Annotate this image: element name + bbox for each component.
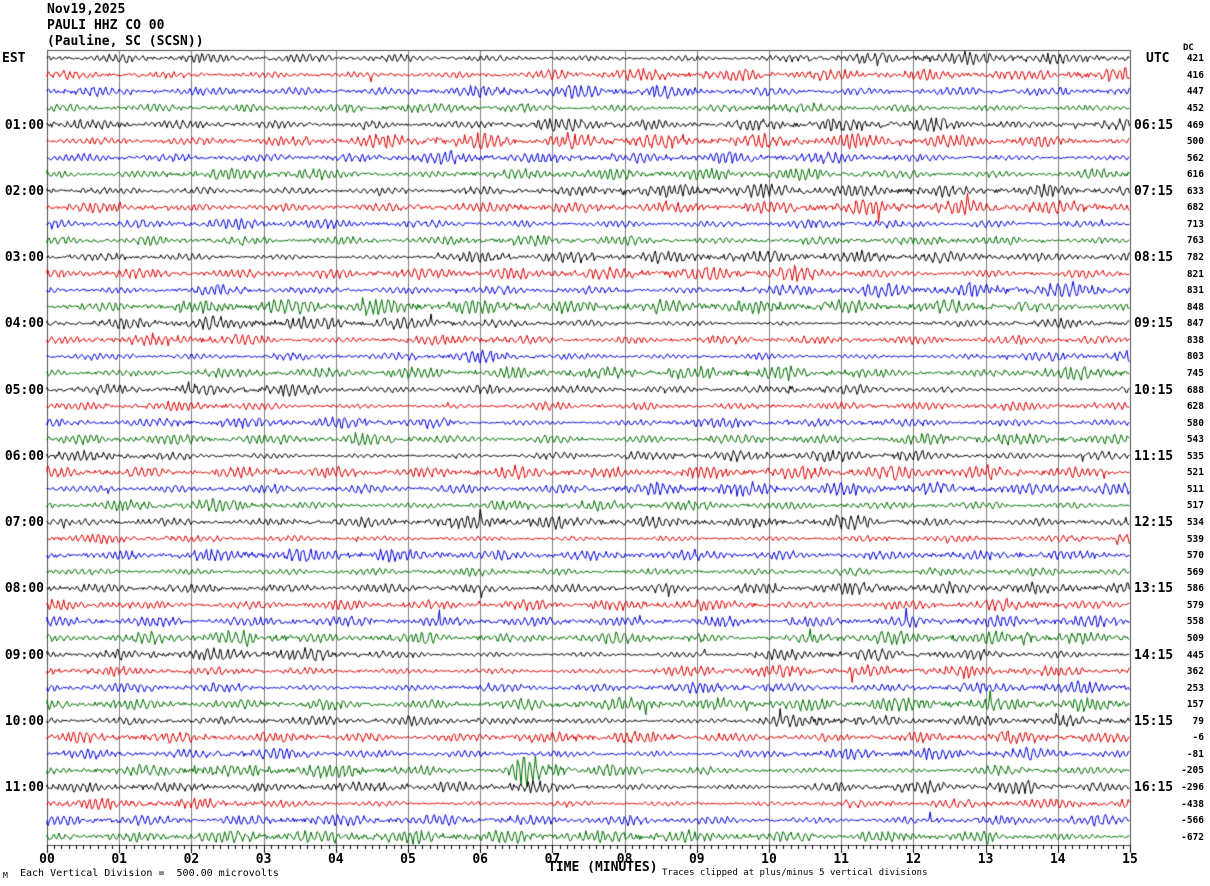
minute-tick-label: 13	[977, 852, 994, 867]
left-time-label: 03:00	[4, 250, 44, 266]
left-time-label: 02:00	[4, 183, 44, 199]
dc-value: 838	[1186, 334, 1204, 346]
dc-value: 831	[1186, 285, 1204, 297]
minute-tick-label: 02	[183, 852, 200, 867]
dc-value: 682	[1186, 202, 1204, 214]
right-time-label: 10:15	[1134, 382, 1174, 398]
minute-tick-label: 10	[761, 852, 777, 867]
right-time-label: 15:15	[1134, 713, 1174, 729]
minute-tick-label: 03	[255, 852, 272, 867]
dc-value: 558	[1186, 616, 1204, 628]
plot-header: Nov19,2025 PAULI HHZ CO 00 (Pauline, SC …	[47, 2, 204, 50]
right-timezone-label: UTC	[1146, 51, 1170, 66]
dc-value: 569	[1186, 566, 1204, 578]
dc-value: 580	[1186, 417, 1204, 429]
left-time-label: 09:00	[4, 647, 44, 663]
dc-value: 469	[1186, 119, 1204, 131]
left-time-label: 05:00	[4, 382, 44, 398]
minute-tick-label: 09	[688, 852, 705, 867]
dc-value: 616	[1186, 169, 1204, 181]
dc-value: 688	[1186, 384, 1204, 396]
minute-tick-label: 11	[833, 852, 850, 867]
dc-value: -81	[1186, 748, 1204, 760]
dc-value: 500	[1186, 136, 1204, 148]
dc-value: 253	[1186, 682, 1204, 694]
dc-offset-label: DC	[1183, 43, 1194, 53]
dc-value: -566	[1181, 815, 1204, 827]
left-time-label: 06:00	[4, 448, 44, 464]
x-axis-title: TIME (MINUTES)	[548, 860, 658, 875]
date-label: Nov19,2025	[47, 2, 126, 17]
dc-value: 628	[1186, 401, 1204, 413]
right-time-label: 08:15	[1134, 250, 1174, 266]
station-code-label: PAULI HHZ CO 00	[47, 18, 165, 33]
dc-value: 633	[1186, 185, 1204, 197]
left-time-label: 11:00	[4, 780, 44, 796]
right-time-label: 14:15	[1134, 647, 1174, 663]
dc-value: 847	[1186, 318, 1204, 330]
right-time-label: 09:15	[1134, 316, 1174, 332]
minute-tick-label: 15	[1122, 852, 1138, 867]
dc-value: 511	[1186, 483, 1204, 495]
dc-value: 517	[1186, 500, 1204, 512]
dc-value: -438	[1181, 798, 1204, 810]
dc-value: 713	[1186, 218, 1204, 230]
dc-value: 157	[1186, 699, 1204, 711]
dc-value: 562	[1186, 152, 1204, 164]
dc-value: 521	[1186, 467, 1204, 479]
left-time-label: 07:00	[4, 515, 44, 531]
right-time-label: 11:15	[1134, 448, 1174, 464]
minute-tick-label: 04	[327, 852, 344, 867]
minute-tick-label: 12	[905, 852, 922, 867]
right-time-label: 13:15	[1134, 581, 1174, 597]
clip-note: Traces clipped at plus/minus 5 vertical …	[662, 868, 928, 878]
dc-value: 763	[1186, 235, 1204, 247]
minute-tick-label: 05	[400, 852, 416, 867]
left-time-label: 10:00	[4, 713, 44, 729]
dc-value: 447	[1186, 86, 1204, 98]
scale-note: Each Vertical Division = 500.00 microvol…	[20, 868, 279, 879]
dc-value: 79	[1192, 715, 1204, 727]
dc-value: 452	[1186, 102, 1204, 114]
dc-value: 535	[1186, 450, 1204, 462]
station-location-label: (Pauline, SC (SCSN))	[47, 34, 204, 49]
left-time-label: 04:00	[4, 316, 44, 332]
minute-tick-label: 01	[111, 852, 128, 867]
dc-value: 803	[1186, 351, 1204, 363]
minute-tick-label: 06	[472, 852, 489, 867]
left-time-label: 08:00	[4, 581, 44, 597]
dc-value: 509	[1186, 632, 1204, 644]
right-time-label: 07:15	[1134, 183, 1174, 199]
minute-tick-label: 07	[544, 852, 561, 867]
dc-value: -6	[1192, 732, 1204, 744]
dc-value: -672	[1181, 831, 1204, 843]
minute-tick-label: 14	[1049, 852, 1066, 867]
minute-tick-label: 00	[39, 852, 55, 867]
dc-value: 543	[1186, 434, 1204, 446]
minute-tick-label: 08	[616, 852, 633, 867]
left-time-label: 01:00	[4, 117, 44, 133]
dc-value: 745	[1186, 367, 1204, 379]
dc-value: 445	[1186, 649, 1204, 661]
dc-value: 421	[1186, 53, 1204, 65]
dc-value: -296	[1181, 782, 1204, 794]
right-time-label: 12:15	[1134, 515, 1174, 531]
dc-value: 416	[1186, 69, 1204, 81]
dc-value: 539	[1186, 533, 1204, 545]
dc-value: 782	[1186, 252, 1204, 264]
right-time-label: 06:15	[1134, 117, 1174, 133]
dc-value: 362	[1186, 666, 1204, 678]
dc-value: -205	[1181, 765, 1204, 777]
right-time-label: 16:15	[1134, 780, 1174, 796]
dc-value: 579	[1186, 599, 1204, 611]
left-timezone-label: EST	[2, 51, 26, 66]
dc-value: 570	[1186, 550, 1204, 562]
corner-mark: M	[3, 871, 8, 880]
dc-value: 848	[1186, 301, 1204, 313]
dc-value: 821	[1186, 268, 1204, 280]
dc-value: 534	[1186, 517, 1204, 529]
dc-value: 586	[1186, 583, 1204, 595]
